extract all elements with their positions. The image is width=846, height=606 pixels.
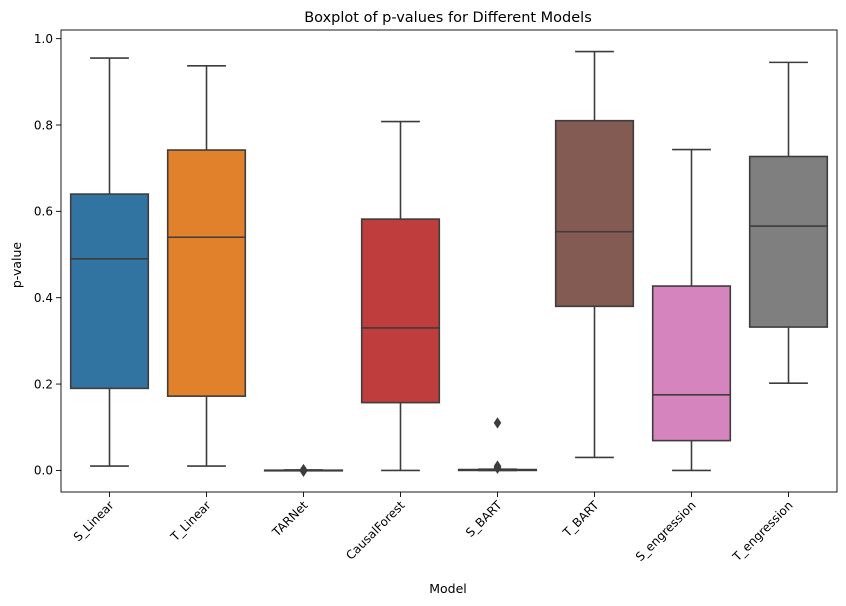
y-tick-label: 0.6	[34, 205, 53, 219]
iqr-box	[554, 119, 635, 308]
x-tick-label: T_BART	[559, 498, 602, 541]
y-tick-label: 0.2	[34, 377, 53, 391]
x-tick-label: S_engression	[633, 498, 699, 564]
x-axis-label: Model	[429, 581, 467, 596]
iqr-box	[69, 193, 150, 390]
y-tick-label: 0.0	[34, 464, 53, 478]
box-group-s-linear	[69, 57, 150, 467]
plot-area	[69, 50, 829, 477]
box-group-t-linear	[166, 65, 247, 467]
x-axis-ticks: S_Linear T_Linear TARNet CausalForest S_BART…	[71, 492, 796, 565]
box-group-t-bart	[554, 50, 635, 459]
x-tick-label: CausalForest	[343, 498, 408, 563]
box-group-tarnet	[263, 463, 344, 477]
outlier-point	[299, 463, 308, 476]
outlier-point	[493, 417, 502, 429]
x-tick-label: S_BART	[463, 498, 505, 540]
box-group-t-engression	[748, 61, 829, 384]
x-tick-label: T_Linear	[167, 498, 213, 544]
chart-title: Boxplot of p-values for Different Models	[304, 10, 592, 26]
axes-frame	[60, 29, 838, 493]
y-axis-ticks: 0.0 0.2 0.4 0.6 0.8 1.0	[34, 32, 61, 478]
y-tick-label: 1.0	[34, 32, 53, 46]
box-group-s-engression	[651, 148, 732, 472]
iqr-box	[166, 149, 247, 397]
x-tick-label: S_Linear	[71, 498, 117, 544]
iqr-box	[360, 218, 441, 404]
outlier-point	[493, 462, 502, 474]
y-axis-label: p-value	[9, 242, 24, 289]
x-tick-label: T_engression	[729, 498, 795, 564]
box-group-causalforest	[360, 120, 441, 472]
box-group-s-bart	[457, 417, 538, 474]
y-tick-label: 0.8	[34, 118, 53, 132]
x-tick-label: TARNet	[269, 498, 311, 540]
iqr-box	[651, 285, 732, 442]
iqr-box	[748, 155, 829, 328]
y-tick-label: 0.4	[34, 291, 53, 305]
